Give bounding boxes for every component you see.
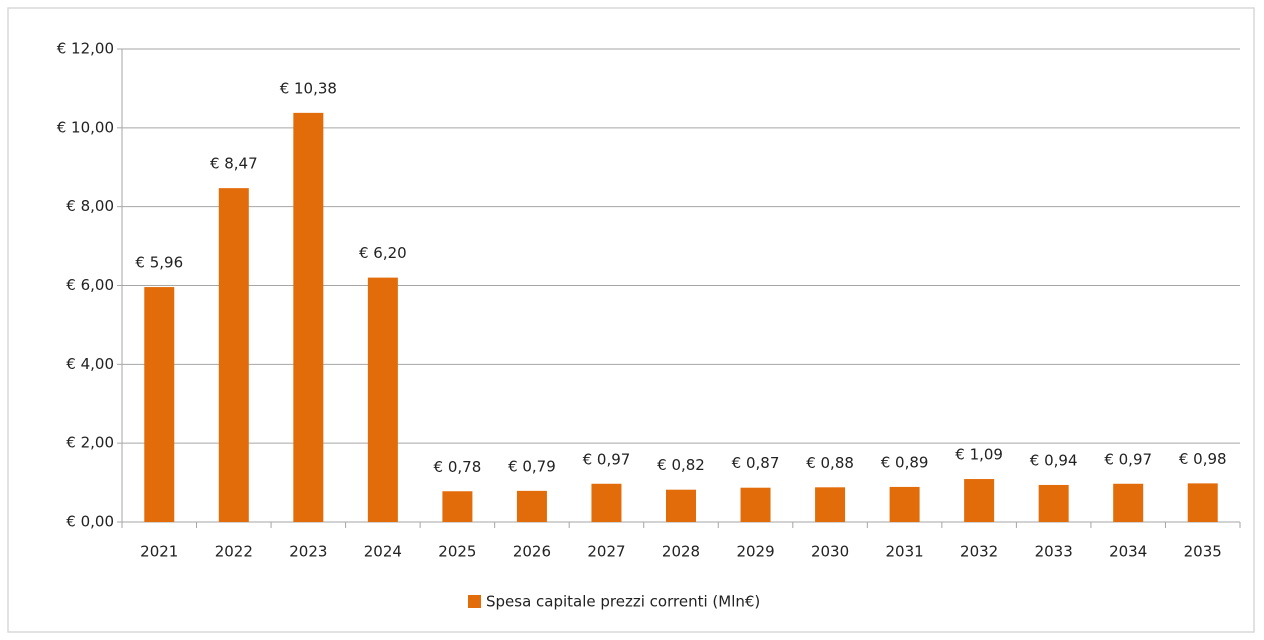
- bar: [367, 277, 398, 522]
- x-tick-label: 2033: [1035, 543, 1073, 561]
- chart-frame: [7, 7, 1255, 633]
- data-label: € 0,89: [881, 453, 929, 471]
- x-tick-label: 2032: [960, 543, 998, 561]
- bar: [1187, 483, 1218, 522]
- x-tick-label: 2027: [587, 543, 625, 561]
- bar: [1038, 484, 1069, 522]
- y-tick-label: € 2,00: [66, 434, 114, 452]
- data-label: € 0,97: [583, 450, 631, 468]
- x-tick-label: 2025: [438, 543, 476, 561]
- bar: [591, 483, 622, 522]
- x-tick-label: 2026: [513, 543, 551, 561]
- x-tick-label: 2031: [886, 543, 924, 561]
- bar: [1113, 483, 1144, 522]
- bar: [815, 487, 846, 522]
- data-label: € 6,20: [359, 244, 407, 262]
- x-tick-label: 2034: [1109, 543, 1147, 561]
- legend-label: Spesa capitale prezzi correnti (Mln€): [486, 593, 760, 611]
- y-tick-label: € 10,00: [57, 118, 114, 136]
- data-label: € 0,79: [508, 457, 556, 475]
- y-tick-label: € 12,00: [57, 40, 114, 58]
- data-label: € 8,47: [210, 155, 258, 173]
- data-label: € 0,98: [1179, 450, 1227, 468]
- x-tick-label: 2028: [662, 543, 700, 561]
- bar: [740, 487, 771, 522]
- legend-swatch: [468, 595, 481, 608]
- data-label: € 0,87: [732, 454, 780, 472]
- y-tick-label: € 4,00: [66, 355, 114, 373]
- x-tick-label: 2024: [364, 543, 402, 561]
- data-label: € 1,09: [955, 446, 1003, 464]
- data-label: € 5,96: [135, 254, 183, 272]
- data-label: € 0,78: [434, 458, 482, 476]
- x-tick-label: 2021: [140, 543, 178, 561]
- x-tick-label: 2030: [811, 543, 849, 561]
- y-tick-label: € 0,00: [66, 513, 114, 531]
- data-label: € 0,88: [806, 454, 854, 472]
- bar: [516, 490, 547, 522]
- y-tick-label: € 8,00: [66, 197, 114, 215]
- data-label: € 0,94: [1030, 451, 1078, 469]
- bar: [144, 287, 175, 522]
- x-tick-label: 2035: [1184, 543, 1222, 561]
- x-tick-label: 2022: [215, 543, 253, 561]
- data-label: € 10,38: [280, 79, 337, 97]
- bar: [889, 486, 920, 522]
- bar: [218, 188, 249, 522]
- bar: [442, 491, 473, 522]
- x-tick-label: 2029: [736, 543, 774, 561]
- bar: [964, 479, 995, 522]
- bar: [293, 112, 324, 522]
- y-tick-label: € 6,00: [66, 276, 114, 294]
- bar: [666, 489, 696, 522]
- data-label: € 0,82: [657, 456, 705, 474]
- data-label: € 0,97: [1104, 450, 1152, 468]
- x-tick-label: 2023: [289, 543, 327, 561]
